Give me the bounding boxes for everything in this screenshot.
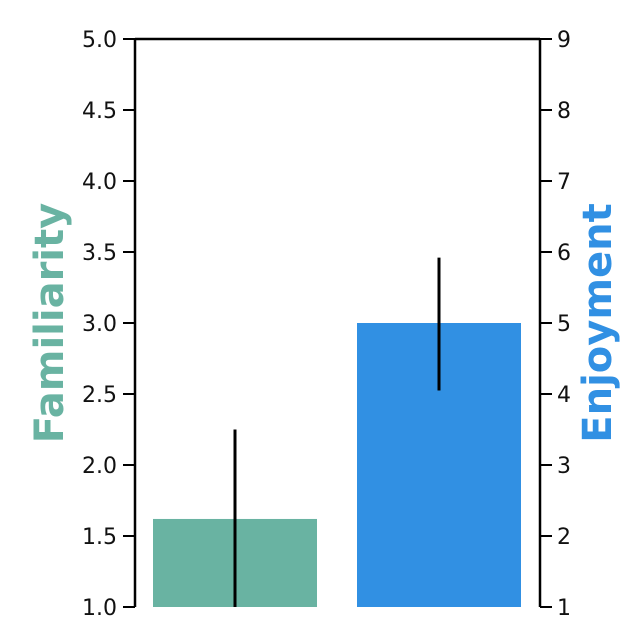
right-tick-label: 9 (557, 28, 571, 53)
left-tick-label: 2.5 (82, 383, 117, 408)
left-tick-label: 3.5 (82, 241, 117, 266)
left-tick-label: 4.0 (82, 170, 117, 195)
left-tick-label: 5.0 (82, 28, 117, 53)
left-tick-label: 2.0 (82, 454, 117, 479)
left-axis-title: Familiarity (27, 203, 73, 443)
right-axis-title: Enjoyment (575, 203, 621, 442)
right-tick-label: 1 (557, 596, 571, 621)
error-bars (233, 257, 441, 607)
left-tick-label: 1.0 (82, 596, 117, 621)
right-axis: 1 2 3 4 5 6 7 8 9 (540, 28, 571, 621)
left-tick-label: 3.0 (82, 312, 117, 337)
left-axis: 1.0 1.5 2.0 2.5 3.0 3.5 4.0 4.5 5.0 (82, 28, 135, 621)
right-tick-label: 4 (557, 383, 571, 408)
right-tick-label: 3 (557, 454, 571, 479)
right-tick-label: 7 (557, 170, 571, 195)
right-tick-label: 6 (557, 241, 571, 266)
bars (153, 323, 521, 607)
right-tick-label: 5 (557, 312, 571, 337)
left-tick-label: 4.5 (82, 99, 117, 124)
right-tick-label: 2 (557, 525, 571, 550)
left-tick-label: 1.5 (82, 525, 117, 550)
right-tick-label: 8 (557, 99, 571, 124)
